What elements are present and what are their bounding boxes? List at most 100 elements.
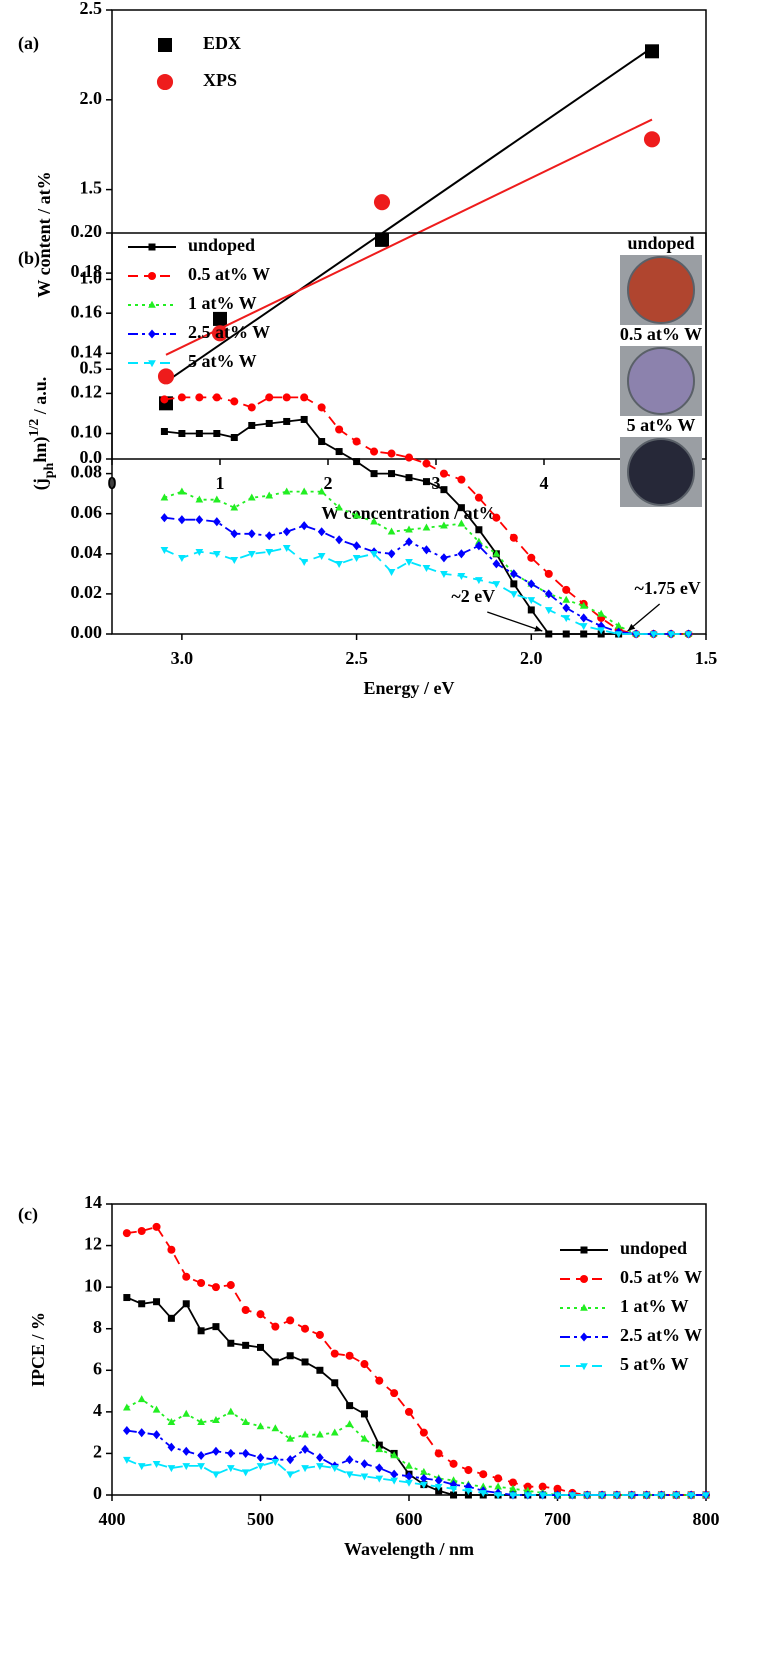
- marker: [195, 430, 203, 437]
- marker: [256, 1422, 265, 1430]
- marker: [152, 1461, 161, 1469]
- marker: [684, 631, 693, 639]
- legend-marker: [579, 1274, 589, 1284]
- marker: [405, 1479, 413, 1487]
- arrow-head: [627, 623, 636, 631]
- arrow-head: [534, 625, 543, 632]
- marker: [579, 613, 588, 623]
- marker: [241, 1418, 250, 1426]
- marker: [256, 1453, 265, 1463]
- marker: [197, 1463, 205, 1471]
- marker: [282, 393, 291, 402]
- inset-sample: [627, 256, 695, 324]
- inset-sample: [627, 347, 695, 415]
- marker: [345, 1351, 354, 1360]
- y-tick-label: 0.12: [71, 382, 103, 402]
- marker: [475, 526, 483, 534]
- legend-marker: [147, 271, 157, 281]
- x-tick-label: 1.5: [695, 648, 718, 668]
- marker: [390, 1469, 398, 1479]
- marker: [420, 1467, 428, 1475]
- marker: [583, 1492, 592, 1500]
- marker: [598, 1492, 606, 1500]
- marker: [360, 1360, 369, 1369]
- marker: [195, 393, 204, 402]
- y-tick-label: 0.10: [71, 422, 103, 442]
- marker: [404, 453, 414, 462]
- marker: [346, 1402, 354, 1410]
- marker: [247, 403, 256, 412]
- legend-marker: [148, 360, 156, 368]
- marker: [523, 1486, 532, 1494]
- marker: [387, 569, 396, 577]
- marker: [523, 1492, 532, 1500]
- series-line: [164, 516, 689, 635]
- marker: [440, 486, 448, 494]
- marker: [352, 437, 361, 446]
- marker: [345, 1471, 354, 1479]
- annotation: ~2 eV: [451, 586, 495, 606]
- marker: [317, 487, 326, 495]
- legend-marker: [156, 73, 174, 91]
- marker: [562, 585, 571, 594]
- marker: [492, 581, 501, 589]
- marker: [300, 559, 309, 567]
- y-tick-label: 0.20: [71, 221, 103, 241]
- marker: [182, 1446, 191, 1456]
- marker: [212, 551, 221, 558]
- marker: [212, 517, 221, 527]
- marker: [212, 1323, 220, 1331]
- marker: [123, 1456, 131, 1464]
- marker: [248, 421, 256, 429]
- marker: [226, 1281, 235, 1290]
- marker: [157, 368, 175, 385]
- marker: [375, 1463, 384, 1473]
- y-axis-label: W content / at%: [34, 171, 54, 297]
- marker: [370, 551, 378, 558]
- marker: [286, 1471, 295, 1479]
- marker: [283, 417, 291, 425]
- marker: [568, 1492, 577, 1500]
- marker: [122, 1229, 131, 1238]
- marker: [387, 549, 396, 559]
- legend-label: undoped: [188, 235, 255, 255]
- marker: [645, 44, 659, 59]
- y-tick-label: 12: [84, 1234, 102, 1254]
- marker: [390, 1389, 399, 1398]
- marker: [271, 1458, 280, 1466]
- y-tick-label: 0.02: [71, 582, 103, 602]
- inset-label: 0.5 at% W: [620, 324, 702, 344]
- marker: [370, 517, 378, 525]
- marker: [509, 569, 518, 579]
- y-tick-label: 0.18: [71, 261, 103, 281]
- x-tick-label: 3.0: [171, 648, 194, 668]
- marker: [475, 577, 483, 585]
- marker: [160, 546, 169, 554]
- marker: [420, 1473, 428, 1483]
- marker: [256, 1310, 265, 1319]
- marker: [373, 194, 391, 211]
- fit-line: [165, 46, 653, 383]
- marker: [479, 1470, 488, 1479]
- series-line: [126, 1429, 706, 1496]
- marker: [247, 493, 256, 501]
- marker: [230, 503, 239, 511]
- marker: [420, 1481, 428, 1489]
- y-axis-label-part: ph: [42, 462, 57, 478]
- inset-label: undoped: [627, 233, 694, 253]
- marker: [212, 1471, 220, 1479]
- marker: [317, 527, 326, 537]
- marker: [494, 1492, 502, 1500]
- marker: [160, 513, 169, 523]
- marker: [213, 430, 221, 437]
- marker: [282, 527, 291, 537]
- y-tick-label: 0.14: [71, 341, 103, 361]
- marker: [627, 1492, 636, 1500]
- marker: [195, 515, 204, 525]
- marker: [265, 548, 274, 556]
- legend-marker: [580, 1332, 588, 1342]
- marker: [388, 470, 396, 478]
- marker: [335, 448, 343, 456]
- marker: [509, 591, 518, 599]
